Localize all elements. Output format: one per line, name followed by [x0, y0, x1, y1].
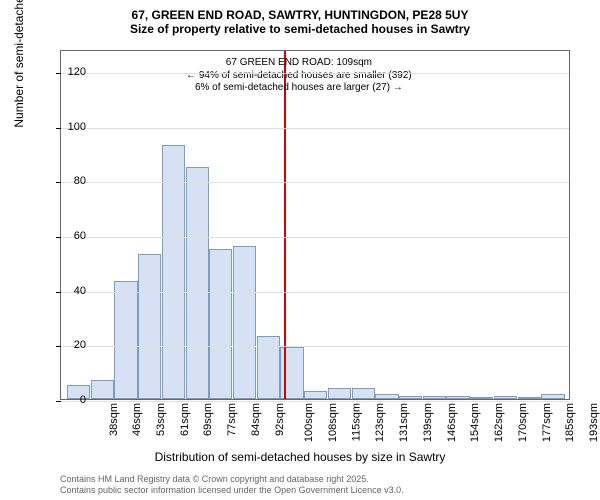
xtick-label: 108sqm: [327, 403, 339, 442]
histogram-bar: [186, 167, 209, 399]
histogram-bar: [233, 246, 256, 399]
plot-area: 67 GREEN END ROAD: 109sqm ← 94% of semi-…: [60, 50, 570, 400]
xtick-label: 177sqm: [541, 403, 553, 442]
annotation-box: 67 GREEN END ROAD: 109sqm ← 94% of semi-…: [164, 57, 434, 95]
histogram-bar: [375, 394, 398, 399]
xtick-label: 146sqm: [446, 403, 458, 442]
annot-line-2: ← 94% of semi-detached houses are smalle…: [164, 70, 434, 83]
gridline: [61, 346, 569, 347]
histogram-bar: [304, 391, 327, 399]
gridline: [61, 401, 569, 402]
gridline: [61, 237, 569, 238]
xtick-label: 84sqm: [250, 403, 262, 436]
xtick-label: 100sqm: [303, 403, 315, 442]
ytick-label: 0: [46, 394, 86, 406]
y-axis-label: Number of semi-detached properties: [12, 0, 26, 128]
chart-title-block: 67, GREEN END ROAD, SAWTRY, HUNTINGDON, …: [0, 8, 600, 36]
histogram-bar: [446, 396, 469, 399]
histogram-bar: [352, 388, 375, 399]
histogram-bar: [518, 397, 541, 399]
ytick-label: 120: [46, 66, 86, 78]
annot-line-3: 6% of semi-detached houses are larger (2…: [164, 82, 434, 95]
xtick-label: 185sqm: [564, 403, 576, 442]
xtick-label: 69sqm: [202, 403, 214, 436]
xtick-label: 123sqm: [375, 403, 387, 442]
xtick-label: 154sqm: [470, 403, 482, 442]
xtick-label: 193sqm: [588, 403, 600, 442]
histogram-bar: [328, 388, 351, 399]
gridline: [61, 292, 569, 293]
xtick-label: 46sqm: [131, 403, 143, 436]
histogram-bar: [399, 396, 422, 399]
gridline: [61, 128, 569, 129]
annot-line-1: 67 GREEN END ROAD: 109sqm: [164, 57, 434, 70]
footer-line-2: Contains public sector information licen…: [60, 485, 404, 497]
gridline: [61, 73, 569, 74]
histogram-bar: [91, 380, 114, 399]
histogram-bar: [209, 249, 232, 399]
xtick-label: 38sqm: [108, 403, 120, 436]
xtick-label: 92sqm: [274, 403, 286, 436]
xtick-label: 131sqm: [398, 403, 410, 442]
histogram-bar: [114, 281, 137, 399]
xtick-label: 170sqm: [517, 403, 529, 442]
histogram-bar: [470, 397, 493, 399]
title-line-2: Size of property relative to semi-detach…: [0, 22, 600, 36]
footer-attribution: Contains HM Land Registry data © Crown c…: [60, 474, 404, 497]
histogram-bar: [494, 396, 517, 399]
title-line-1: 67, GREEN END ROAD, SAWTRY, HUNTINGDON, …: [0, 8, 600, 22]
xtick-label: 115sqm: [350, 403, 362, 441]
ytick-label: 60: [46, 230, 86, 242]
histogram-bar: [138, 254, 161, 399]
gridline: [61, 182, 569, 183]
xtick-label: 77sqm: [226, 403, 238, 436]
histogram-bar: [423, 396, 446, 399]
xtick-label: 53sqm: [155, 403, 167, 436]
ytick-label: 80: [46, 175, 86, 187]
xtick-label: 61sqm: [179, 403, 191, 436]
ytick-label: 40: [46, 285, 86, 297]
ytick-label: 20: [46, 339, 86, 351]
histogram-bar: [541, 394, 564, 399]
footer-line-1: Contains HM Land Registry data © Crown c…: [60, 474, 404, 486]
xtick-label: 139sqm: [422, 403, 434, 442]
xtick-label: 162sqm: [493, 403, 505, 442]
ytick-label: 100: [46, 121, 86, 133]
x-axis-label: Distribution of semi-detached houses by …: [0, 450, 600, 464]
